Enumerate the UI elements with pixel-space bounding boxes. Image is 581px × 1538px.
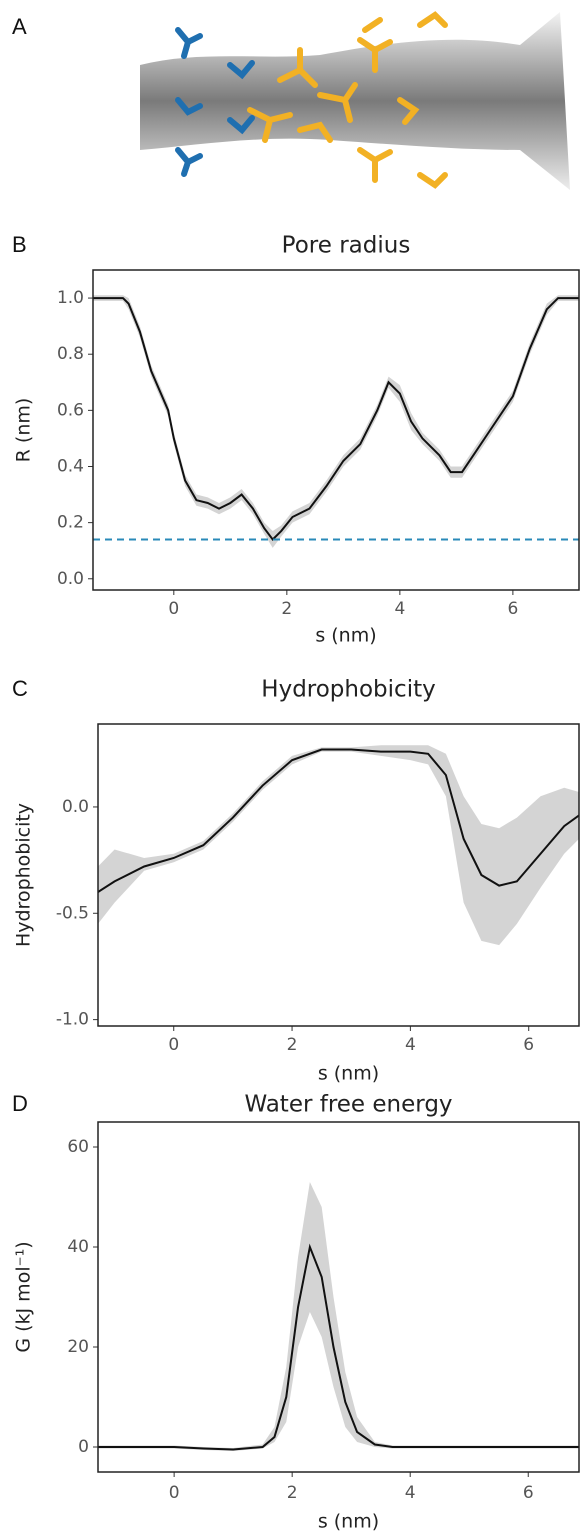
plot-area — [98, 1182, 579, 1451]
x-tick-label: 4 — [405, 1035, 416, 1055]
panel-label: B — [12, 232, 27, 257]
y-tick-label: 0.2 — [57, 513, 84, 533]
x-tick-label: 0 — [169, 1483, 180, 1503]
x-tick-label: 0 — [168, 1035, 179, 1055]
x-tick-label: 0 — [168, 599, 179, 619]
confidence-band — [98, 1182, 579, 1451]
y-tick-label: 0.8 — [57, 344, 84, 364]
line — [98, 1243, 579, 1451]
x-tick-label: 6 — [507, 599, 518, 619]
plot-area — [98, 745, 579, 946]
chart-title: Pore radius — [282, 233, 411, 259]
y-tick-label: 1.0 — [57, 288, 84, 308]
chart-title: Water free energy — [244, 1092, 452, 1118]
y-tick-label: 60 — [67, 1137, 89, 1157]
x-tick-label: 6 — [523, 1483, 534, 1503]
x-axis-label: s (nm) — [315, 625, 376, 647]
panel-label: C — [12, 676, 28, 701]
x-axis-label: s (nm) — [318, 1063, 379, 1085]
y-tick-label: 0.0 — [62, 797, 89, 817]
plot-frame — [92, 269, 580, 591]
x-tick-label: 6 — [523, 1035, 534, 1055]
x-tick-label: 2 — [287, 1483, 298, 1503]
chart: D Water free energy s (nm) G (kJ mol⁻¹) 0 2 4 6… — [12, 1091, 580, 1533]
pore-surface — [140, 12, 570, 190]
panel-a: A — [12, 11, 570, 190]
y-tick-label: 0 — [78, 1437, 89, 1457]
y-axis-label: R (nm) — [13, 398, 35, 463]
y-tick-label: 0.4 — [57, 456, 84, 476]
chart-title: Hydrophobicity — [261, 677, 435, 703]
line — [93, 297, 579, 541]
chart: C Hydrophobicity s (nm) Hydrophobicity 0 2 4 6 -… — [12, 676, 580, 1085]
y-tick-label: -1.0 — [56, 1010, 89, 1030]
y-tick-label: -0.5 — [56, 903, 89, 923]
x-tick-label: 2 — [281, 599, 292, 619]
confidence-band — [93, 295, 579, 548]
y-axis-label: G (kJ mol⁻¹) — [13, 1241, 35, 1352]
residues-orange — [247, 11, 448, 189]
x-axis-label: s (nm) — [318, 1511, 379, 1533]
x-tick-label: 2 — [287, 1035, 298, 1055]
y-tick-label: 0.0 — [57, 569, 84, 589]
y-axis-label: Hydrophobicity — [13, 803, 35, 947]
panel-label: D — [12, 1091, 28, 1116]
plot-area — [93, 295, 579, 548]
confidence-band — [98, 745, 579, 946]
chart: B Pore radius s (nm) R (nm) 0 2 4 6 0.0 0.2 0.4 0.6… — [12, 232, 580, 647]
y-tick-label: 0.6 — [57, 400, 84, 420]
plot-frame — [97, 1121, 580, 1473]
x-tick-label: 4 — [394, 599, 405, 619]
x-tick-label: 4 — [405, 1483, 416, 1503]
y-tick-label: 40 — [67, 1237, 89, 1257]
y-tick-label: 20 — [67, 1337, 89, 1357]
line — [98, 748, 579, 893]
residues-blue — [175, 27, 255, 177]
plot-frame — [97, 723, 580, 1027]
panel-label: A — [12, 14, 27, 39]
